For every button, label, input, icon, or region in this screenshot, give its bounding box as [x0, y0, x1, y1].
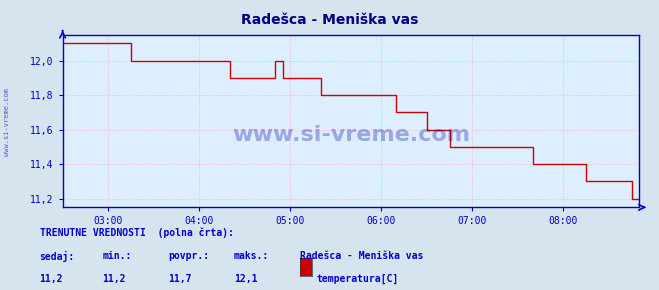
- Text: 11,7: 11,7: [168, 274, 192, 284]
- Text: 11,2: 11,2: [102, 274, 126, 284]
- Text: sedaj:: sedaj:: [40, 251, 74, 262]
- Text: Radešca - Meniška vas: Radešca - Meniška vas: [300, 251, 423, 261]
- Text: Radešca - Meniška vas: Radešca - Meniška vas: [241, 13, 418, 27]
- Text: TRENUTNE VREDNOSTI  (polna črta):: TRENUTNE VREDNOSTI (polna črta):: [40, 228, 233, 238]
- Text: min.:: min.:: [102, 251, 132, 261]
- Text: povpr.:: povpr.:: [168, 251, 209, 261]
- Text: temperatura[C]: temperatura[C]: [317, 274, 399, 284]
- Text: 12,1: 12,1: [234, 274, 258, 284]
- Text: 11,2: 11,2: [40, 274, 63, 284]
- Text: www.si-vreme.com: www.si-vreme.com: [232, 125, 470, 145]
- Text: maks.:: maks.:: [234, 251, 269, 261]
- Text: www.si-vreme.com: www.si-vreme.com: [3, 88, 10, 156]
